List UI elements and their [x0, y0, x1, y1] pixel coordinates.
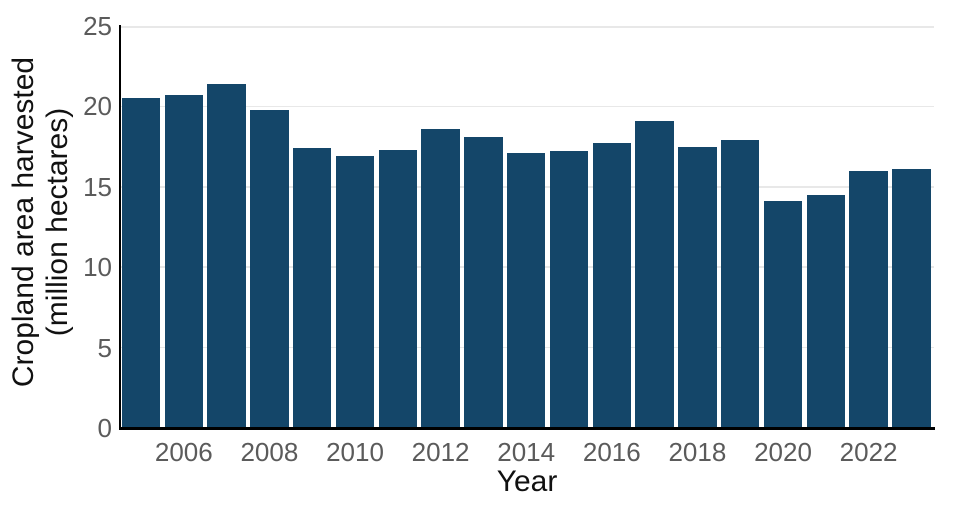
x-tick-label-2022: 2022	[839, 437, 898, 467]
gridline-y20	[120, 105, 934, 108]
y-tick-label-25: 25	[83, 11, 112, 41]
bar-2005	[121, 98, 161, 428]
bar-2007	[207, 83, 246, 428]
bar-2021	[806, 194, 846, 428]
bar-2011	[378, 149, 418, 428]
x-tick-label-2018: 2018	[668, 437, 727, 467]
y-axis-label-line1: Cropland area harvested	[7, 56, 40, 388]
x-tick-label-2010: 2010	[326, 437, 384, 467]
x-tick-label-2008: 2008	[240, 437, 299, 467]
x-axis-line	[118, 427, 935, 430]
bar-2012	[421, 128, 460, 428]
x-tick-label-2012: 2012	[411, 437, 470, 467]
x-tick-label-2014: 2014	[497, 437, 556, 467]
bar-2010	[335, 156, 375, 428]
plot-area	[120, 26, 934, 428]
y-axis-line	[118, 25, 121, 429]
x-tick-label-2020: 2020	[754, 437, 812, 467]
bar-2014	[506, 153, 546, 428]
bar-2020	[763, 201, 803, 428]
bar-2017	[635, 120, 674, 428]
bar-2015	[549, 151, 589, 428]
bar-2006	[164, 95, 204, 428]
y-axis-label: Cropland area harvested (million hectare…	[7, 57, 75, 387]
bar-2023	[892, 169, 931, 428]
bar-2016	[592, 143, 632, 428]
y-tick-label-0: 0	[97, 413, 112, 443]
x-tick-label-2006: 2006	[154, 437, 213, 467]
bar-2008	[250, 109, 289, 428]
bar-2018	[678, 146, 717, 428]
x-tick-label-2016: 2016	[582, 437, 641, 467]
bar-2013	[464, 136, 503, 428]
bar-2019	[720, 140, 760, 428]
y-axis-label-line2: (million hectares)	[41, 107, 74, 337]
gridline-y25	[120, 26, 934, 28]
bar-2022	[849, 170, 888, 428]
bar-2009	[292, 148, 332, 428]
x-axis-label: Year	[496, 465, 558, 498]
